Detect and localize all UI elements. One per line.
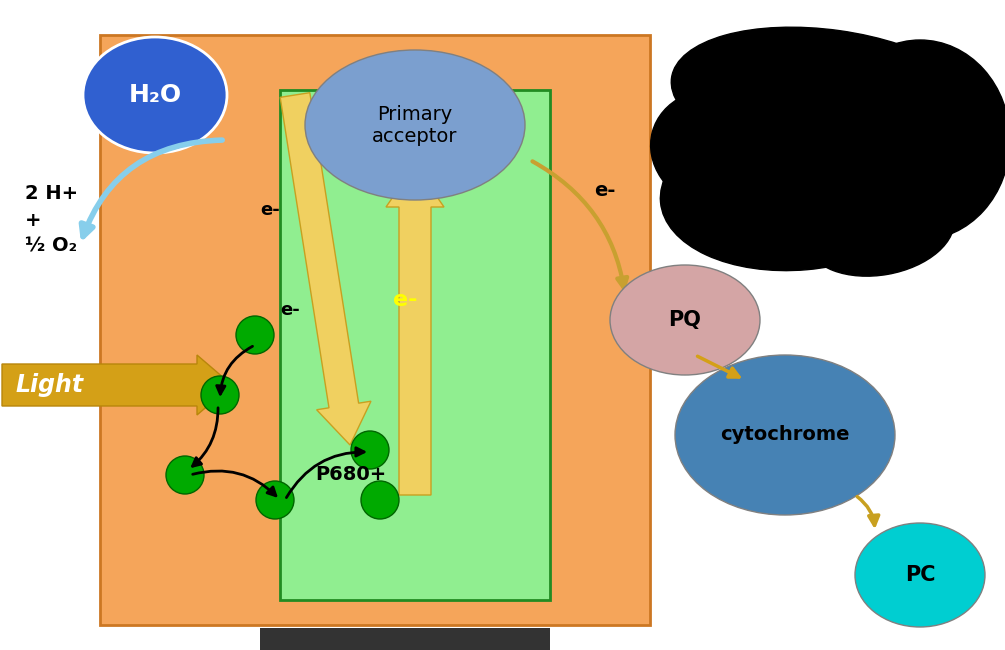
Ellipse shape <box>671 27 989 173</box>
Text: e-: e- <box>260 201 279 219</box>
Ellipse shape <box>201 376 239 414</box>
Text: cytochrome: cytochrome <box>721 426 850 445</box>
Ellipse shape <box>166 456 204 494</box>
Ellipse shape <box>855 523 985 627</box>
Text: 2 H+
+
½ O₂: 2 H+ + ½ O₂ <box>25 184 78 256</box>
Text: e-: e- <box>594 181 616 200</box>
Ellipse shape <box>610 265 760 375</box>
Text: PC: PC <box>904 565 936 585</box>
Ellipse shape <box>256 481 294 519</box>
Ellipse shape <box>830 40 1005 240</box>
Text: P680+: P680+ <box>315 465 386 484</box>
Text: Light: Light <box>16 373 84 397</box>
Ellipse shape <box>236 316 274 354</box>
Ellipse shape <box>351 431 389 469</box>
Ellipse shape <box>806 184 955 276</box>
FancyBboxPatch shape <box>280 90 550 600</box>
Bar <box>260 628 550 650</box>
Text: Primary
acceptor: Primary acceptor <box>372 105 457 146</box>
Ellipse shape <box>675 355 895 515</box>
Ellipse shape <box>361 481 399 519</box>
Text: PQ: PQ <box>668 310 701 330</box>
Text: e-: e- <box>393 290 417 310</box>
Ellipse shape <box>660 109 940 270</box>
Ellipse shape <box>305 50 525 200</box>
Ellipse shape <box>650 89 789 211</box>
FancyArrow shape <box>386 165 444 495</box>
Ellipse shape <box>83 37 227 153</box>
Text: e-: e- <box>280 301 299 319</box>
Text: H₂O: H₂O <box>129 83 182 107</box>
FancyArrow shape <box>280 93 371 445</box>
FancyBboxPatch shape <box>100 35 650 625</box>
FancyArrow shape <box>2 355 232 415</box>
